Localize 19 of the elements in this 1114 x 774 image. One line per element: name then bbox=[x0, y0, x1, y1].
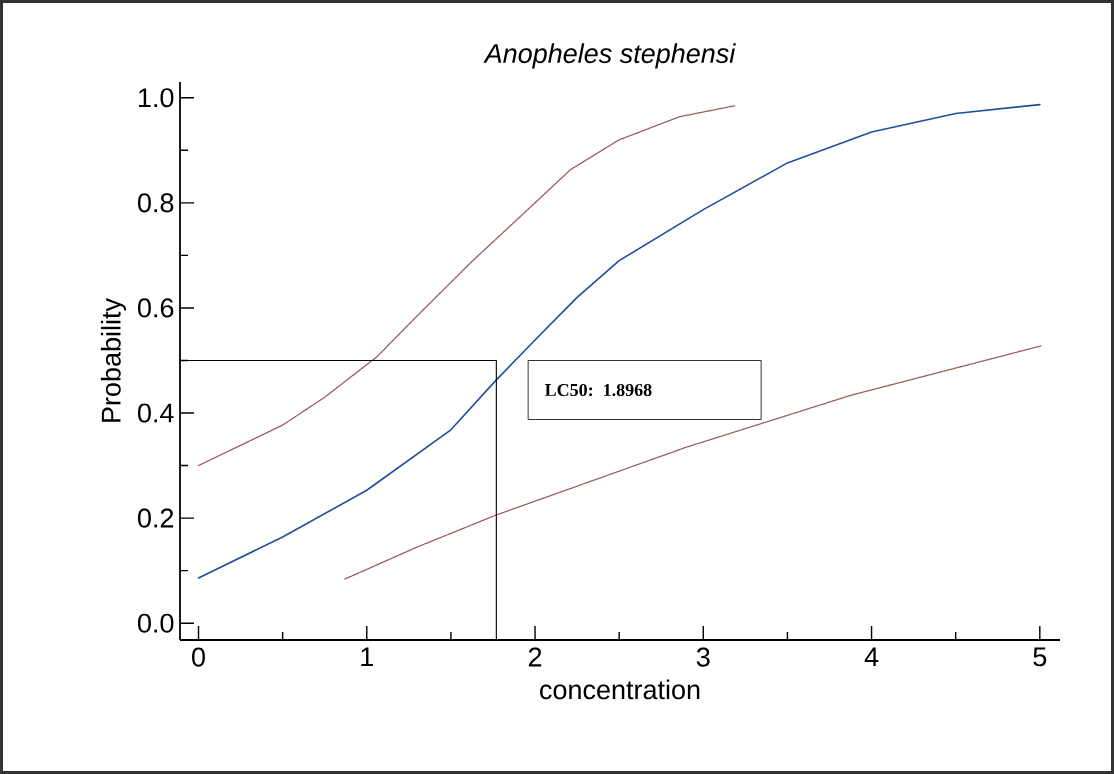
line-series bbox=[344, 345, 1043, 580]
x-tick-label: 0 bbox=[192, 647, 205, 667]
line-series bbox=[197, 103, 1041, 579]
x-tick-label: 2 bbox=[528, 647, 542, 667]
x-tick-label: 1 bbox=[361, 647, 373, 667]
y-tick-label: 1.0 bbox=[138, 88, 174, 108]
annotation: LC50: 1.8968 bbox=[544, 383, 652, 397]
y-tick-label: 0.6 bbox=[137, 298, 174, 318]
y-tick-label: 0.8 bbox=[137, 193, 174, 213]
chart-title: Anopheles stephensi bbox=[483, 43, 736, 69]
y-axis-title: Probability bbox=[100, 298, 127, 422]
x-tick-label: 3 bbox=[696, 647, 710, 667]
y-tick-label: 0.2 bbox=[137, 508, 174, 528]
x-tick-label: 5 bbox=[1033, 647, 1047, 667]
y-tick-label: 0.4 bbox=[137, 403, 174, 423]
y-tick-label: 0.0 bbox=[137, 613, 174, 633]
x-axis-title: concentration bbox=[540, 679, 700, 700]
x-tick-label: 4 bbox=[864, 647, 879, 667]
line-series bbox=[197, 104, 736, 467]
